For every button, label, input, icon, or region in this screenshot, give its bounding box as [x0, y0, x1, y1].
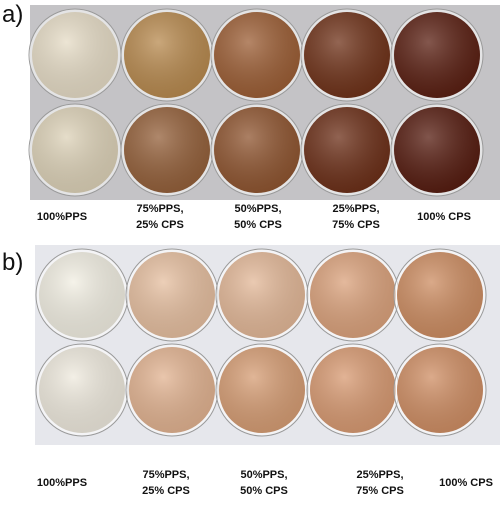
dish-sheen [397, 347, 483, 433]
dish-sheen [32, 107, 118, 193]
dish-sheen [310, 347, 396, 433]
caption: 25%PPS, [356, 469, 403, 481]
dish-sheen [32, 12, 118, 98]
caption: 50%PPS, [240, 469, 287, 481]
dish-sheen [129, 347, 215, 433]
dish-sheen [219, 252, 305, 338]
dish-sheen [214, 107, 300, 193]
panel-label: b) [2, 249, 23, 276]
caption: 50%PPS, [234, 203, 281, 215]
dishes [28, 8, 487, 437]
dish-sheen [214, 12, 300, 98]
caption: 75% CPS [332, 219, 380, 231]
dish-sheen [124, 12, 210, 98]
dish-sheen [39, 252, 125, 338]
caption: 100%PPS [37, 211, 87, 223]
caption: 100%PPS [37, 477, 87, 489]
caption: 75% CPS [356, 485, 404, 497]
dish-sheen [129, 252, 215, 338]
caption: 25% CPS [142, 485, 190, 497]
panel-label: a) [2, 1, 23, 28]
dish-sheen [39, 347, 125, 433]
dish-sheen [124, 107, 210, 193]
dish-sheen [394, 12, 480, 98]
labels: a) 100%PPS 75%PPS, 25% CPS 50%PPS, 50% CPS 25%… [2, 1, 493, 497]
caption: 50% CPS [240, 485, 288, 497]
caption: 100% CPS [439, 477, 493, 489]
dish-sheen [304, 12, 390, 98]
caption: 25%PPS, [332, 203, 379, 215]
caption: 75%PPS, [136, 203, 183, 215]
dish-sheen [394, 107, 480, 193]
dish-sheen [219, 347, 305, 433]
dish-sheen [397, 252, 483, 338]
caption: 100% CPS [417, 211, 471, 223]
caption: 25% CPS [136, 219, 184, 231]
caption: 50% CPS [234, 219, 282, 231]
caption: 75%PPS, [142, 469, 189, 481]
dish-sheen [310, 252, 396, 338]
dish-sheen [304, 107, 390, 193]
